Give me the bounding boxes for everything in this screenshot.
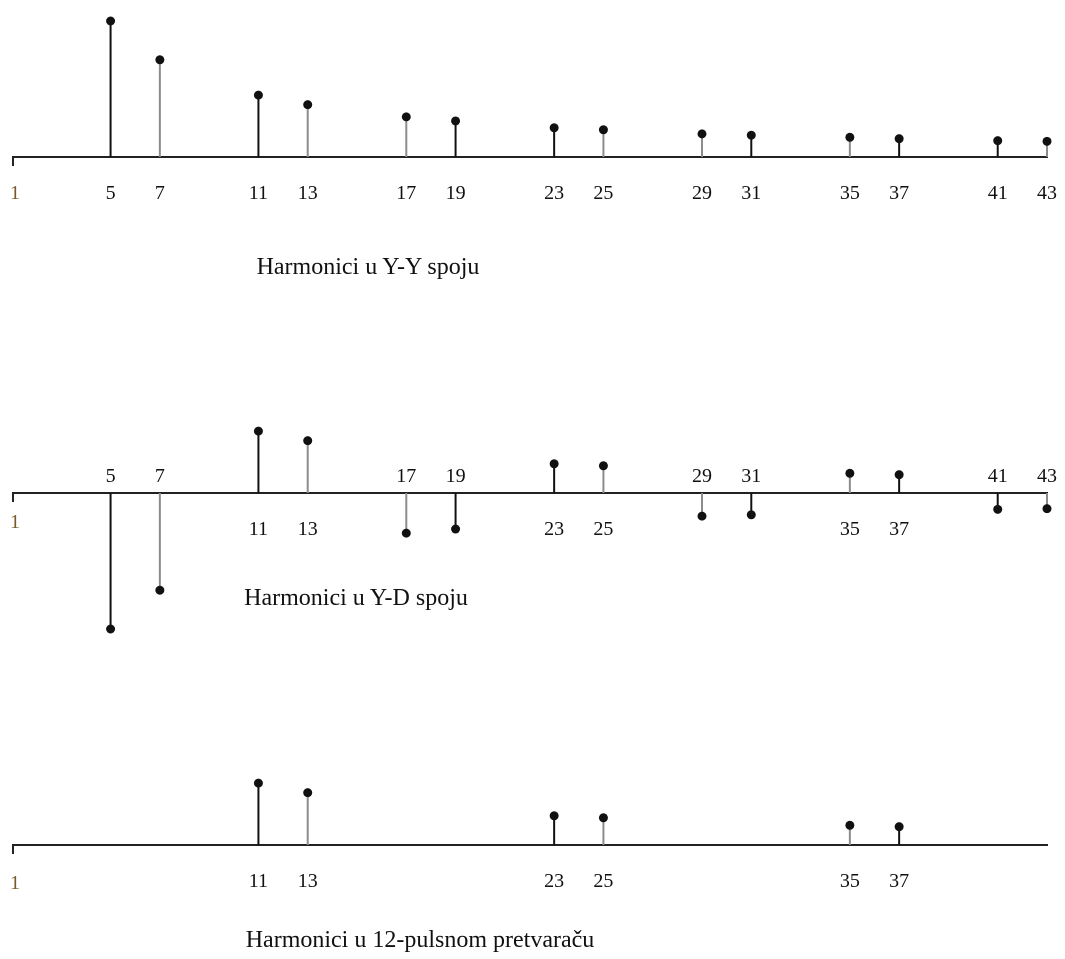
tick-label-h23: 23 [544,518,564,540]
chart-title: Harmonici u Y-D spoju [244,585,468,611]
tick-label-h25: 25 [593,182,613,204]
marker-h7 [155,55,165,65]
marker-h11 [253,426,263,436]
tick-label-h43: 43 [1037,182,1057,204]
tick-label-h17: 17 [396,465,416,487]
tick-label-h11: 11 [249,182,268,204]
marker-h17 [401,112,411,122]
tick-label-h25: 25 [593,518,613,540]
tick-label-h19: 19 [446,182,466,204]
marker-h19 [451,116,461,126]
tick-label-h35: 35 [840,518,860,540]
marker-h23 [549,811,559,821]
origin-label: 1 [10,511,20,533]
marker-h5 [106,16,116,26]
marker-h13 [303,100,313,110]
marker-h41 [993,136,1003,146]
tick-label-h35: 35 [840,182,860,204]
tick-label-h29: 29 [692,182,712,204]
tick-label-h11: 11 [249,870,268,892]
marker-h25 [598,125,608,135]
tick-label-h31: 31 [741,182,761,204]
marker-h7 [155,585,165,595]
tick-label-h13: 13 [298,518,318,540]
origin-label: 1 [10,182,20,204]
tick-label-h25: 25 [593,870,613,892]
tick-label-h13: 13 [298,870,318,892]
tick-label-h19: 19 [446,465,466,487]
marker-h41 [993,504,1003,514]
marker-h29 [697,129,707,139]
marker-h37 [894,470,904,480]
marker-h19 [451,524,461,534]
tick-label-h41: 41 [988,182,1008,204]
marker-h35 [845,820,855,830]
marker-h37 [894,134,904,144]
chart-y-d: 1 5 7 11 13 17 19 23 25 29 31 35 37 41 43 Harmonici u Y… [10,426,1057,634]
marker-h23 [549,459,559,469]
tick-label-h23: 23 [544,182,564,204]
tick-label-h41: 41 [988,465,1008,487]
tick-label-h43: 43 [1037,465,1057,487]
marker-h23 [549,123,559,133]
tick-label-h7: 7 [155,465,165,487]
tick-label-h31: 31 [741,465,761,487]
tick-label-h37: 37 [889,870,909,892]
marker-h37 [894,822,904,832]
tick-label-h11: 11 [249,518,268,540]
marker-h13 [303,788,313,798]
tick-label-h35: 35 [840,870,860,892]
tick-label-h37: 37 [889,518,909,540]
marker-h5 [106,624,116,634]
tick-label-h5: 5 [106,182,116,204]
tick-label-h17: 17 [396,182,416,204]
chart-title: Harmonici u 12-pulsnom pretvaraču [246,927,595,953]
tick-label-h13: 13 [298,182,318,204]
marker-h35 [845,132,855,142]
marker-h25 [598,813,608,823]
marker-h31 [746,130,756,140]
tick-label-h23: 23 [544,870,564,892]
marker-h11 [253,778,263,788]
chart-y-y: 1 5 7 11 13 17 19 23 25 29 31 35 37 41 43 Harmonici u Y… [10,16,1057,280]
marker-h17 [401,528,411,538]
tick-label-h5: 5 [106,465,116,487]
marker-h11 [253,90,263,100]
tick-label-h29: 29 [692,465,712,487]
chart-title: Harmonici u Y-Y spoju [257,254,480,280]
marker-h43 [1042,136,1052,146]
marker-h13 [303,436,313,446]
marker-h25 [598,461,608,471]
tick-label-h7: 7 [155,182,165,204]
marker-h43 [1042,504,1052,514]
origin-label: 1 [10,872,20,894]
tick-label-h37: 37 [889,182,909,204]
marker-h35 [845,468,855,478]
marker-h31 [746,510,756,520]
marker-h29 [697,511,707,521]
